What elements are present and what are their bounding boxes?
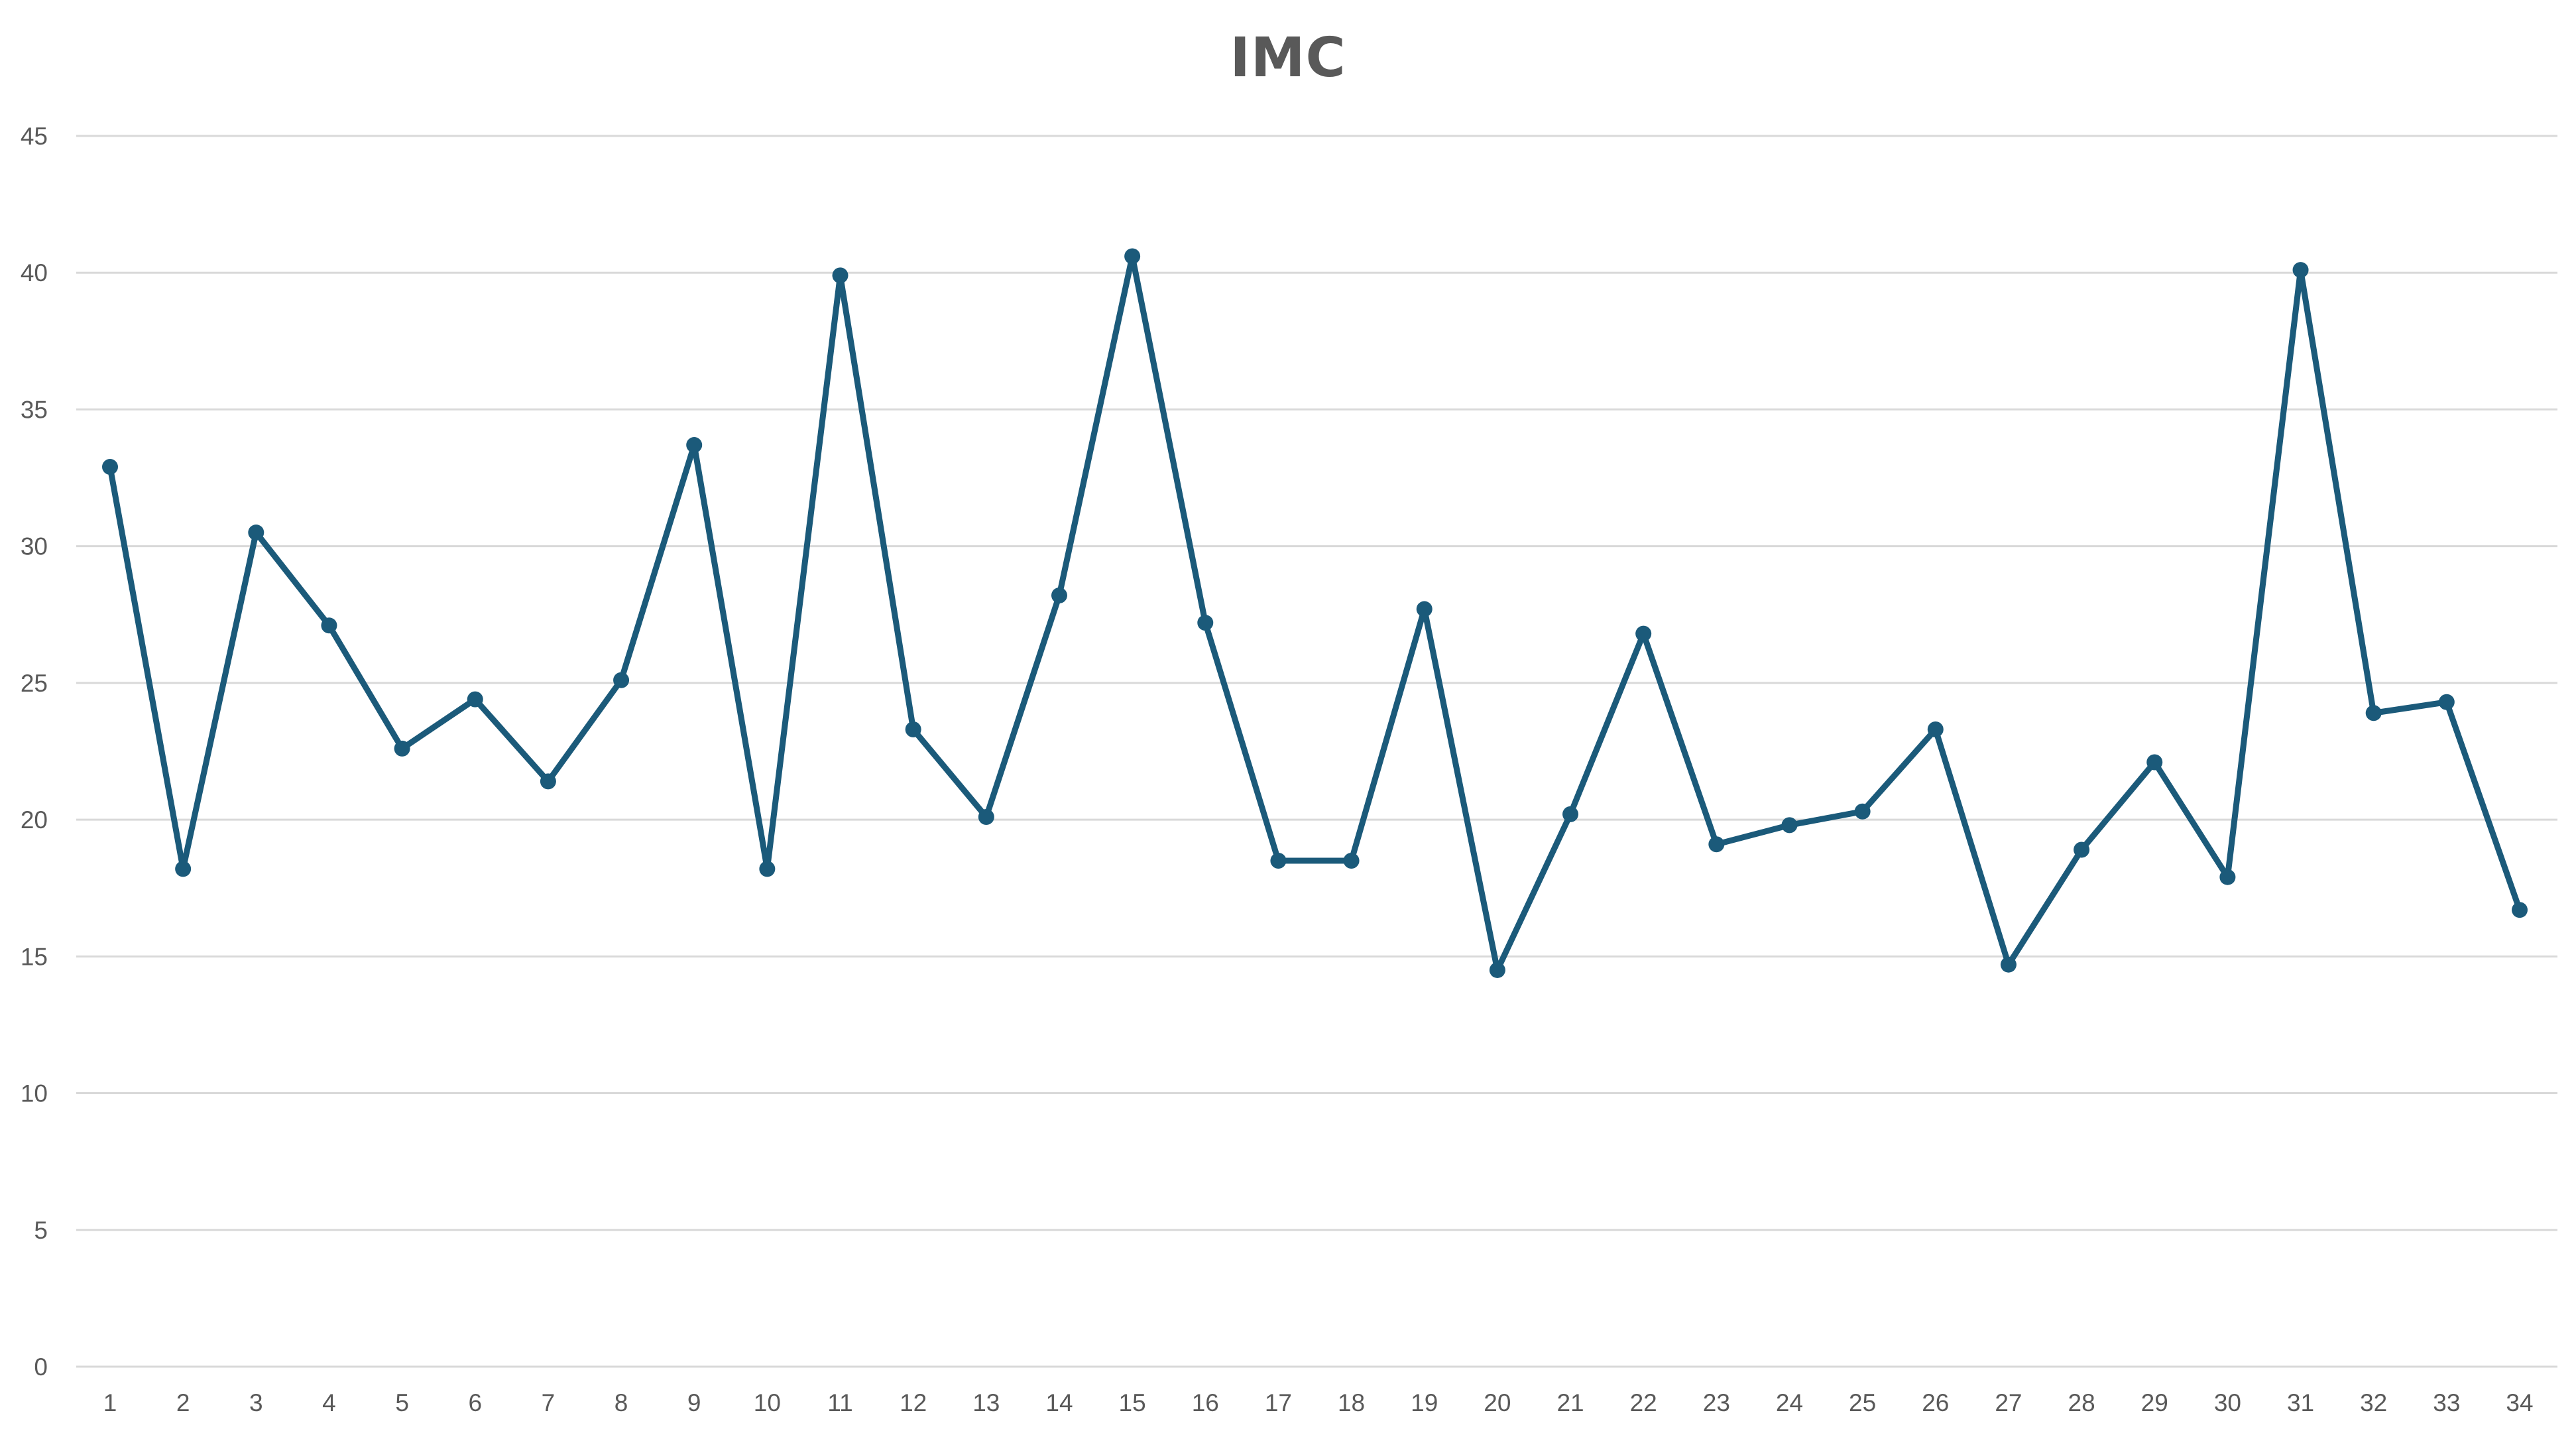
data-point <box>175 861 192 877</box>
data-point <box>2438 694 2455 710</box>
x-tick-label: 32 <box>2360 1389 2387 1416</box>
data-point <box>2074 841 2090 858</box>
x-tick-label: 31 <box>2287 1389 2314 1416</box>
chart-title: IMC <box>1230 27 1346 90</box>
x-tick-label: 26 <box>1922 1389 1949 1416</box>
data-point <box>394 740 410 757</box>
x-tick-label: 21 <box>1556 1389 1584 1416</box>
gridlines <box>76 135 2557 1368</box>
x-tick-label: 30 <box>2214 1389 2241 1416</box>
y-tick-label: 20 <box>21 806 48 834</box>
data-point <box>905 721 921 738</box>
data-point <box>540 773 556 790</box>
x-tick-label: 11 <box>827 1389 852 1416</box>
data-point <box>2000 956 2017 973</box>
y-axis-ticks: 0 5 10 15 20 25 30 35 40 45 <box>21 123 48 1381</box>
x-tick-label: 25 <box>1849 1389 1876 1416</box>
data-point <box>978 808 994 825</box>
x-tick-label: 17 <box>1265 1389 1292 1416</box>
y-tick-label: 5 <box>34 1217 48 1244</box>
x-tick-label: 4 <box>322 1389 336 1416</box>
x-tick-label: 7 <box>542 1389 556 1416</box>
x-tick-label: 22 <box>1630 1389 1657 1416</box>
x-tick-label: 3 <box>249 1389 263 1416</box>
x-tick-label: 24 <box>1776 1389 1803 1416</box>
x-tick-label: 10 <box>754 1389 781 1416</box>
x-tick-label: 13 <box>972 1389 1000 1416</box>
data-point <box>1197 615 1214 631</box>
data-point <box>321 617 337 634</box>
x-tick-label: 2 <box>176 1389 190 1416</box>
data-point <box>1051 587 1067 603</box>
data-point <box>1124 248 1141 265</box>
y-tick-label: 0 <box>34 1353 48 1381</box>
x-tick-label: 20 <box>1484 1389 1511 1416</box>
series-layer <box>102 248 2528 978</box>
data-point <box>613 672 630 688</box>
x-tick-label: 15 <box>1119 1389 1146 1416</box>
data-point <box>1708 836 1725 853</box>
x-tick-label: 8 <box>615 1389 628 1416</box>
y-tick-label: 15 <box>21 943 48 970</box>
data-point <box>759 861 776 877</box>
x-axis-ticks: 1 2 3 4 5 6 7 8 9 10 11 12 13 14 15 16 17 18 19 20 21 22 23 24 2… <box>103 1389 2534 1416</box>
data-point <box>1854 803 1871 820</box>
y-tick-label: 35 <box>21 396 48 423</box>
data-point <box>2292 262 2309 279</box>
data-point <box>2146 754 2163 771</box>
x-tick-label: 16 <box>1192 1389 1219 1416</box>
series-line <box>107 253 2523 973</box>
data-point <box>2219 869 2236 885</box>
data-point <box>1489 962 1505 978</box>
data-point <box>1270 852 1287 869</box>
data-point <box>102 459 118 475</box>
data-point <box>832 267 849 284</box>
x-tick-label: 5 <box>395 1389 409 1416</box>
data-point <box>1416 601 1433 617</box>
y-tick-label: 10 <box>21 1080 48 1107</box>
data-point <box>686 437 703 454</box>
data-point <box>1562 806 1579 822</box>
data-point <box>1635 625 1652 642</box>
data-point <box>1343 852 1360 869</box>
data-point <box>1781 817 1798 834</box>
x-tick-label: 14 <box>1045 1389 1073 1416</box>
x-tick-label: 29 <box>2141 1389 2168 1416</box>
x-tick-label: 18 <box>1338 1389 1365 1416</box>
x-tick-label: 1 <box>103 1389 117 1416</box>
x-tick-label: 27 <box>1995 1389 2022 1416</box>
data-point <box>467 691 483 708</box>
y-tick-label: 25 <box>21 670 48 697</box>
x-tick-label: 19 <box>1411 1389 1438 1416</box>
x-tick-label: 6 <box>468 1389 482 1416</box>
y-tick-label: 30 <box>21 533 48 560</box>
x-tick-label: 34 <box>2506 1389 2533 1416</box>
y-tick-label: 45 <box>21 123 48 150</box>
x-tick-label: 9 <box>687 1389 701 1416</box>
x-tick-label: 12 <box>900 1389 927 1416</box>
y-tick-label: 40 <box>21 259 48 286</box>
x-tick-label: 28 <box>2068 1389 2095 1416</box>
data-point <box>248 525 264 541</box>
data-point <box>2512 902 2528 918</box>
data-point <box>1927 721 1944 738</box>
x-tick-label: 23 <box>1703 1389 1730 1416</box>
data-point <box>2365 705 2382 721</box>
x-tick-label: 33 <box>2433 1389 2460 1416</box>
